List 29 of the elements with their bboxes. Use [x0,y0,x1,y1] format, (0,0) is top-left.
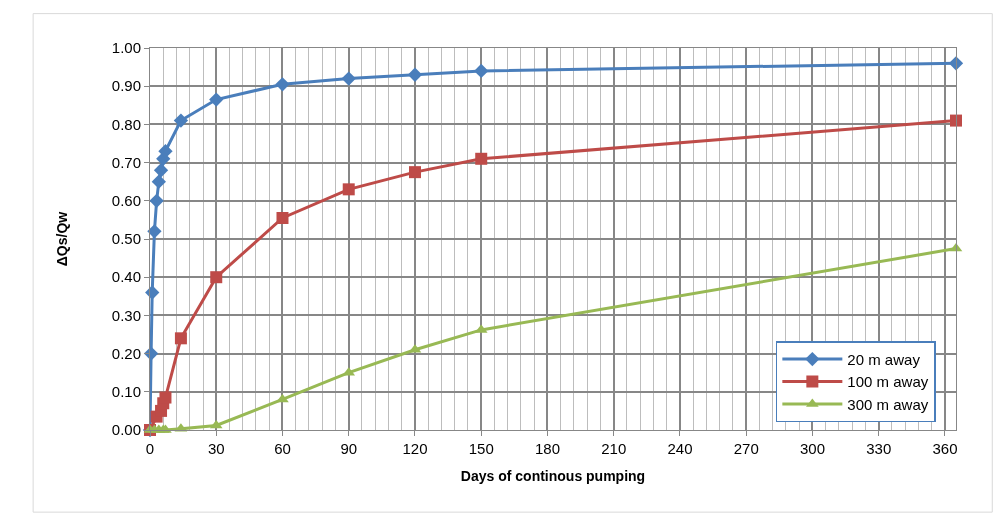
y-tick-label: 0.00 [111,421,141,439]
y-tick-label: 0.50 [111,230,141,248]
x-tick-label: 60 [274,440,291,457]
x-axis-title: Days of continous pumping [460,468,646,485]
y-tick-label: 0.60 [111,192,141,210]
x-tick-label: 210 [601,440,627,457]
x-tick-label: 30 [207,440,225,457]
y-tick-label: 0.70 [111,153,141,171]
x-tick-label: 120 [402,440,428,457]
y-tick-label: 0.20 [111,344,141,362]
y-axis-title: ΔQs/Qw [54,211,71,267]
x-tick-label: 180 [534,440,560,457]
x-tick-label: 150 [468,440,494,457]
x-tick-label: 270 [733,440,759,457]
x-tick-label: 360 [932,440,958,457]
y-tick-label: 0.90 [111,77,141,95]
y-tick-label: 0.30 [111,306,141,324]
x-tick-label: 0 [145,440,155,457]
y-tick-label: 0.10 [111,383,141,401]
x-tick-label: 330 [866,440,892,457]
x-tick-label: 90 [340,440,358,457]
y-tick-label: 0.40 [111,268,141,286]
y-tick-label: 1.00 [111,39,141,57]
legend-label: 100 m away [847,373,929,391]
legend-label: 20 m away [847,350,921,368]
x-tick-label: 300 [799,440,825,457]
legend-label: 300 m away [847,395,929,413]
x-tick-label: 240 [667,440,693,457]
y-tick-label: 0.80 [111,115,141,133]
